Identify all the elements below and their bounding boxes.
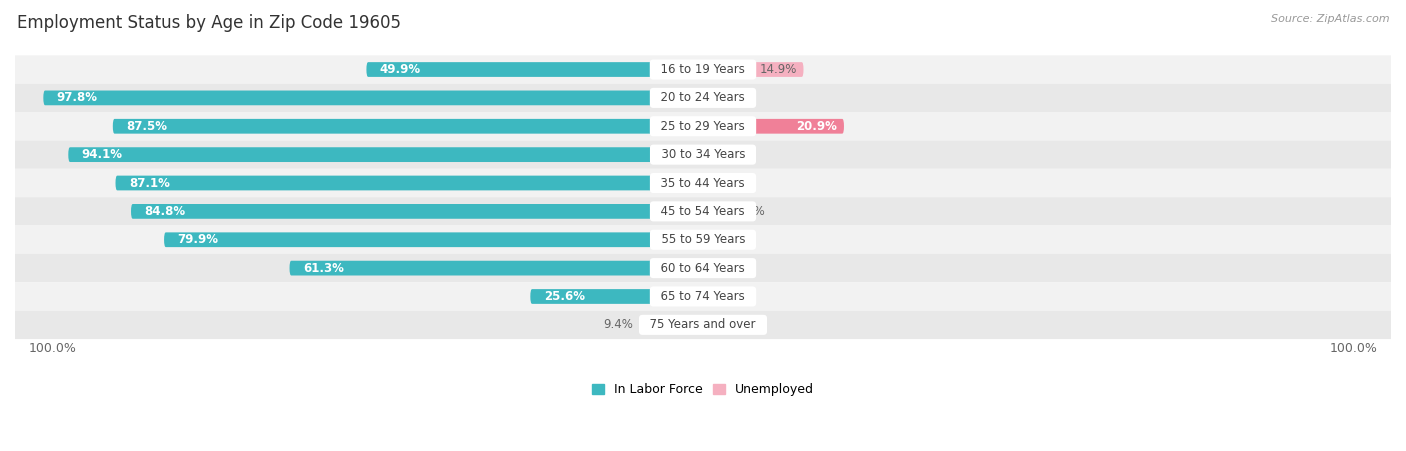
FancyBboxPatch shape — [290, 261, 703, 276]
FancyBboxPatch shape — [15, 254, 1391, 282]
FancyBboxPatch shape — [703, 62, 803, 77]
Text: 55 to 59 Years: 55 to 59 Years — [654, 233, 752, 246]
FancyBboxPatch shape — [112, 119, 703, 133]
Legend: In Labor Force, Unemployed: In Labor Force, Unemployed — [586, 378, 820, 401]
Text: 30 to 34 Years: 30 to 34 Years — [654, 148, 752, 161]
Text: 0.0%: 0.0% — [710, 262, 740, 275]
Text: 1.7%: 1.7% — [721, 290, 751, 303]
Text: 97.8%: 97.8% — [56, 92, 98, 104]
Text: 14.9%: 14.9% — [759, 63, 797, 76]
Text: 9.4%: 9.4% — [603, 318, 633, 331]
FancyBboxPatch shape — [44, 91, 703, 105]
Text: 100.0%: 100.0% — [28, 342, 76, 355]
FancyBboxPatch shape — [530, 289, 703, 304]
Text: 0.0%: 0.0% — [710, 318, 740, 331]
Text: 94.1%: 94.1% — [82, 148, 122, 161]
FancyBboxPatch shape — [15, 112, 1391, 140]
Text: 3.7%: 3.7% — [735, 205, 765, 218]
Text: 6.3%: 6.3% — [709, 92, 738, 104]
FancyBboxPatch shape — [15, 197, 1391, 226]
FancyBboxPatch shape — [703, 119, 844, 133]
Text: 7.6%: 7.6% — [717, 148, 748, 161]
FancyBboxPatch shape — [15, 311, 1391, 339]
Text: Employment Status by Age in Zip Code 19605: Employment Status by Age in Zip Code 196… — [17, 14, 401, 32]
FancyBboxPatch shape — [703, 175, 755, 190]
FancyBboxPatch shape — [15, 140, 1391, 169]
FancyBboxPatch shape — [367, 62, 703, 77]
FancyBboxPatch shape — [15, 282, 1391, 311]
FancyBboxPatch shape — [15, 55, 1391, 84]
Text: Source: ZipAtlas.com: Source: ZipAtlas.com — [1271, 14, 1389, 23]
FancyBboxPatch shape — [15, 169, 1391, 197]
FancyBboxPatch shape — [131, 204, 703, 219]
Text: 87.1%: 87.1% — [129, 176, 170, 189]
FancyBboxPatch shape — [115, 175, 703, 190]
FancyBboxPatch shape — [15, 84, 1391, 112]
FancyBboxPatch shape — [69, 147, 703, 162]
FancyBboxPatch shape — [703, 147, 754, 162]
Text: 20 to 24 Years: 20 to 24 Years — [654, 92, 752, 104]
Text: 84.8%: 84.8% — [145, 205, 186, 218]
Text: 25 to 29 Years: 25 to 29 Years — [654, 120, 752, 133]
Text: 87.5%: 87.5% — [127, 120, 167, 133]
Text: 20.9%: 20.9% — [796, 120, 837, 133]
FancyBboxPatch shape — [15, 226, 1391, 254]
Text: 45 to 54 Years: 45 to 54 Years — [654, 205, 752, 218]
Text: 61.3%: 61.3% — [304, 262, 344, 275]
Text: 35 to 44 Years: 35 to 44 Years — [654, 176, 752, 189]
FancyBboxPatch shape — [703, 289, 714, 304]
Text: 7.7%: 7.7% — [718, 176, 748, 189]
Text: 0.7%: 0.7% — [714, 233, 744, 246]
FancyBboxPatch shape — [703, 232, 707, 247]
FancyBboxPatch shape — [165, 232, 703, 247]
Text: 60 to 64 Years: 60 to 64 Years — [654, 262, 752, 275]
Text: 79.9%: 79.9% — [177, 233, 218, 246]
Text: 16 to 19 Years: 16 to 19 Years — [654, 63, 752, 76]
Text: 49.9%: 49.9% — [380, 63, 420, 76]
FancyBboxPatch shape — [703, 204, 728, 219]
Text: 100.0%: 100.0% — [1330, 342, 1378, 355]
Text: 75 Years and over: 75 Years and over — [643, 318, 763, 331]
Text: 25.6%: 25.6% — [544, 290, 585, 303]
FancyBboxPatch shape — [640, 318, 703, 332]
Text: 65 to 74 Years: 65 to 74 Years — [654, 290, 752, 303]
FancyBboxPatch shape — [703, 91, 745, 105]
